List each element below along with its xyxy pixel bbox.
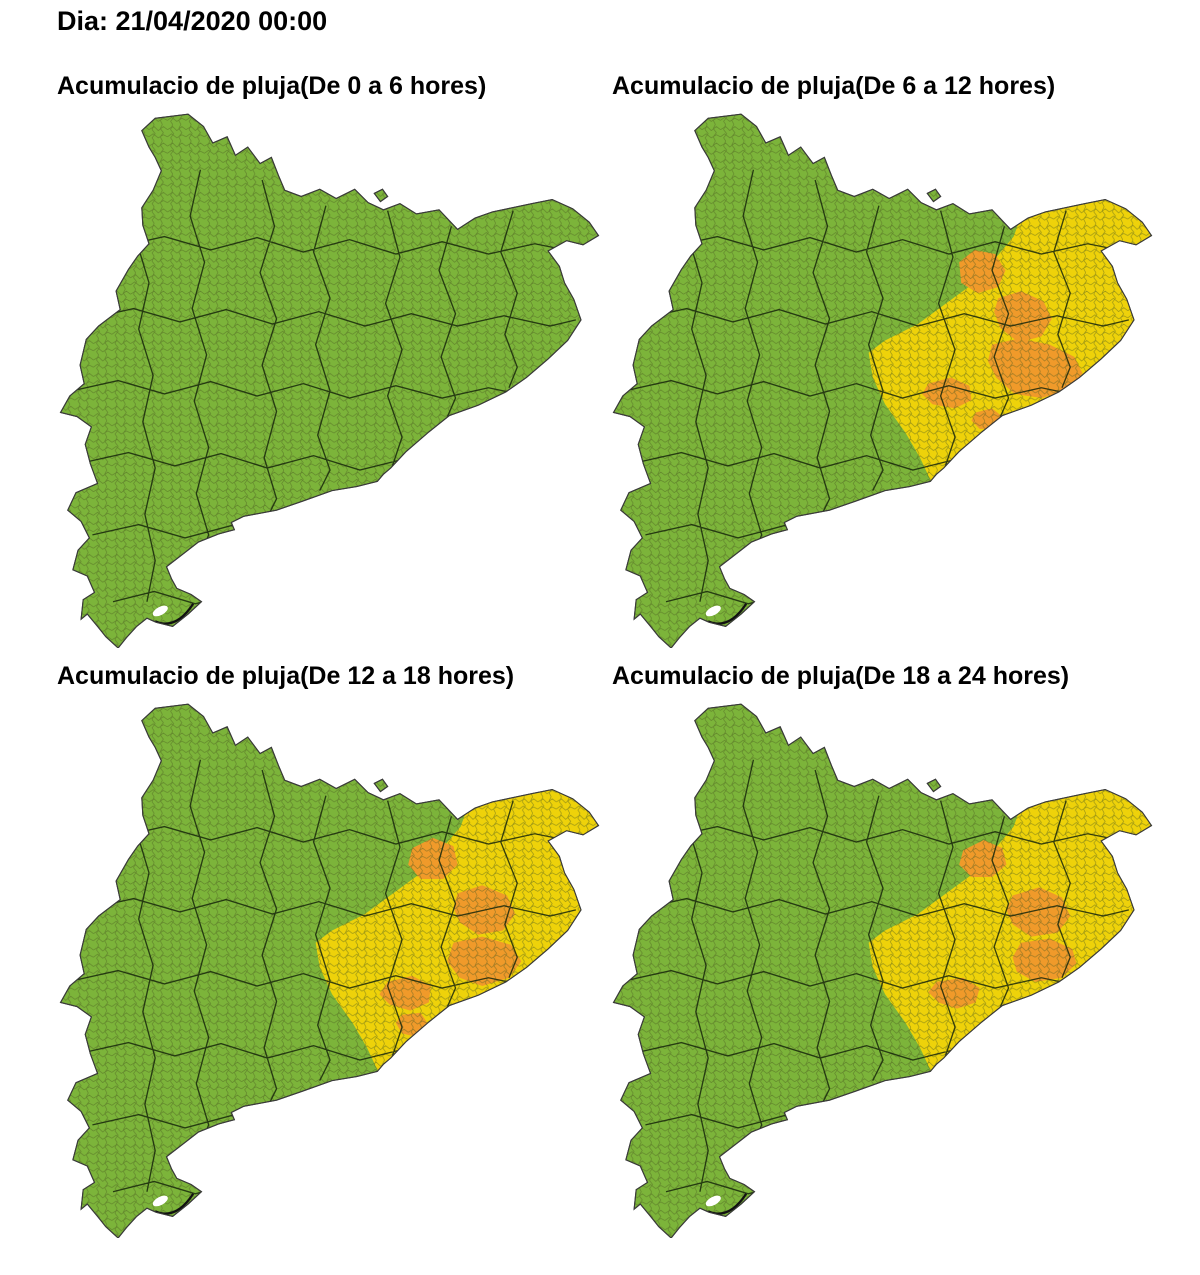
page-title: Dia: 21/04/2020 00:00	[57, 6, 328, 36]
map-title-12-18: Acumulacio de pluja(De 12 a 18 hores)	[57, 662, 515, 690]
map-title-6-12: Acumulacio de pluja(De 6 a 12 hores)	[612, 72, 1056, 100]
municipality-borders	[55, 698, 603, 1238]
catalonia-map-6-12	[608, 108, 1156, 648]
map-title-18-24: Acumulacio de pluja(De 18 a 24 hores)	[612, 662, 1070, 690]
municipality-borders	[608, 108, 1156, 648]
map-title-0-6: Acumulacio de pluja(De 0 a 6 hores)	[57, 72, 487, 100]
catalonia-map-12-18	[55, 698, 603, 1238]
catalonia-map-18-24	[608, 698, 1156, 1238]
municipality-borders	[55, 108, 603, 648]
catalonia-map-0-6	[55, 108, 603, 648]
municipality-borders	[608, 698, 1156, 1238]
